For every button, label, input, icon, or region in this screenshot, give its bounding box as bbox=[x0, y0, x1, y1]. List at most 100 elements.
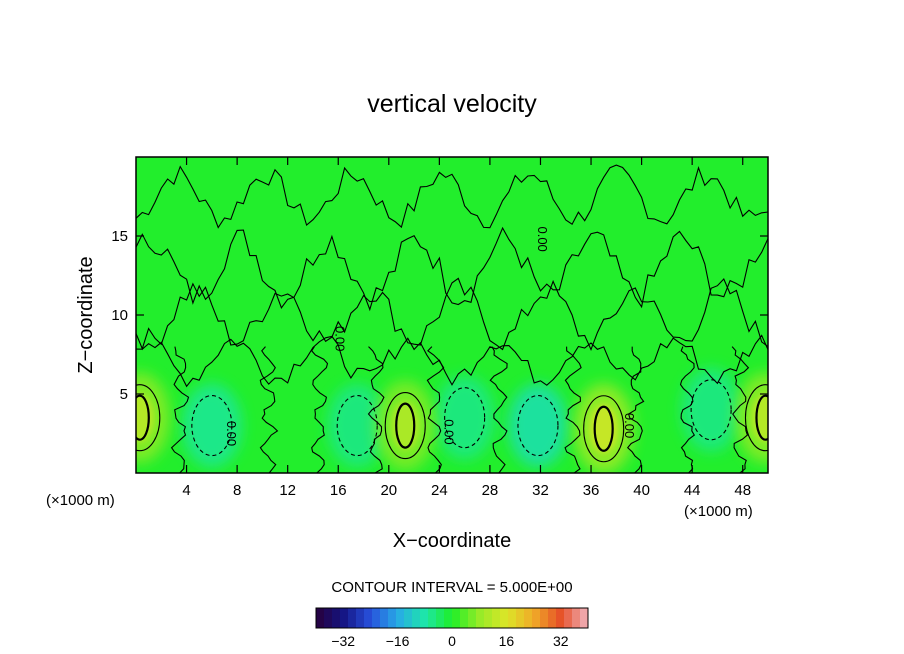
downdraft-region bbox=[181, 383, 242, 468]
x-tick-label: 48 bbox=[734, 482, 751, 499]
colorbar-cell bbox=[492, 608, 501, 628]
colorbar-cell bbox=[516, 608, 525, 628]
x-tick-label: 40 bbox=[633, 482, 650, 499]
colorbar-cell bbox=[348, 608, 357, 628]
colorbar-cell bbox=[316, 608, 325, 628]
contour-line bbox=[583, 395, 625, 463]
updraft-core bbox=[751, 393, 768, 442]
contour-line-negative bbox=[336, 395, 378, 457]
contour-labels: 0.00 0.00 0.00 0.00 0.00 bbox=[224, 227, 637, 447]
plot-area: 0.00 0.00 0.00 0.00 0.00 bbox=[135, 156, 769, 474]
x-tick-label: 32 bbox=[532, 482, 549, 499]
contour-line-zero bbox=[426, 346, 445, 473]
contour-lines bbox=[136, 164, 768, 473]
x-axis-label: X−coordinate bbox=[393, 530, 511, 552]
y-axis-ticks: 5 10 15 bbox=[111, 228, 768, 403]
x-tick-label: 24 bbox=[431, 482, 448, 499]
x-tick-label: 16 bbox=[330, 482, 347, 499]
colorbar-cell bbox=[468, 608, 477, 628]
colorbar-cell bbox=[500, 608, 509, 628]
x-tick-label: 8 bbox=[233, 482, 241, 499]
x-unit-label: (×1000 m) bbox=[684, 503, 753, 520]
colorbar-cell bbox=[580, 608, 589, 628]
contour-line-zero bbox=[136, 334, 768, 388]
x-tick-label: 36 bbox=[583, 482, 600, 499]
colorbar-tick-labels: −32 −16 0 16 32 bbox=[331, 633, 568, 649]
colorbar-tick-label: −16 bbox=[386, 633, 410, 649]
contour-line-zero bbox=[679, 346, 696, 473]
chart-title: vertical velocity bbox=[367, 90, 537, 118]
colorbar-cell bbox=[484, 608, 493, 628]
contour-label: 0.00 bbox=[622, 413, 637, 438]
contour-label: 0.00 bbox=[535, 227, 550, 252]
colorbar-cell bbox=[332, 608, 341, 628]
y-axis-label: Z−coordinate bbox=[75, 256, 97, 373]
contour-line bbox=[593, 405, 614, 452]
colorbar-cell bbox=[388, 608, 397, 628]
contour-line bbox=[395, 402, 416, 449]
x-tick-label: 44 bbox=[684, 482, 701, 499]
contour-label: 0.00 bbox=[224, 421, 239, 446]
contour-line bbox=[384, 392, 426, 460]
colorbar-cell bbox=[428, 608, 437, 628]
colorbar-tick-label: 16 bbox=[499, 633, 515, 649]
colorbar-cell bbox=[396, 608, 405, 628]
colorbar-cell bbox=[372, 608, 381, 628]
colorbar-cell bbox=[540, 608, 549, 628]
contour-line bbox=[744, 384, 768, 452]
x-axis-ticks: 4 8 12 16 20 24 28 32 36 40 44 48 bbox=[182, 157, 751, 499]
contour-line-negative bbox=[444, 387, 486, 449]
colorbar-cell bbox=[364, 608, 373, 628]
contour-line-zero bbox=[311, 346, 329, 473]
downdraft-region bbox=[507, 383, 568, 468]
colorbar-cell bbox=[436, 608, 445, 628]
contour-line-zero bbox=[564, 346, 582, 473]
contour-line bbox=[136, 384, 161, 452]
colorbar-cell bbox=[444, 608, 453, 628]
y-tick-label: 5 bbox=[120, 386, 128, 403]
contour-line-zero bbox=[259, 346, 279, 473]
contour-line bbox=[136, 394, 150, 441]
colorbar-cell bbox=[340, 608, 349, 628]
colorbar-cell bbox=[548, 608, 557, 628]
colorbar-tick-label: −32 bbox=[331, 633, 355, 649]
contour-label: 0.00 bbox=[441, 419, 456, 444]
colorbar-cell bbox=[476, 608, 485, 628]
updraft-core bbox=[136, 393, 154, 442]
contour-line-zero bbox=[626, 346, 645, 473]
colorbar-cell bbox=[460, 608, 469, 628]
contour-interval-text: CONTOUR INTERVAL = 5.000E+00 bbox=[331, 579, 572, 596]
x-tick-label: 28 bbox=[482, 482, 499, 499]
contour-line-zero bbox=[136, 164, 768, 229]
colorbar-cell bbox=[356, 608, 365, 628]
y-tick-label: 15 bbox=[111, 228, 128, 245]
colorbar-frame bbox=[315, 607, 589, 629]
colorbar-cell bbox=[524, 608, 533, 628]
y-tick-label: 10 bbox=[111, 307, 128, 324]
contour-line-zero bbox=[170, 346, 190, 473]
colorbar-cell bbox=[324, 608, 333, 628]
colorbar-cell bbox=[564, 608, 573, 628]
x-tick-label: 20 bbox=[380, 482, 397, 499]
x-tick-label: 12 bbox=[279, 482, 296, 499]
contour-label: 0.00 bbox=[333, 326, 348, 351]
contour-line-negative bbox=[191, 395, 233, 457]
colorbar-cell bbox=[556, 608, 565, 628]
downdraft-region bbox=[681, 367, 742, 452]
colorbar-cell bbox=[380, 608, 389, 628]
colorbar-tick-label: 0 bbox=[448, 633, 456, 649]
contour-line-zero bbox=[136, 277, 768, 352]
colorbar-cell bbox=[572, 608, 581, 628]
colorbar-cell bbox=[412, 608, 421, 628]
colorbar-cell bbox=[404, 608, 413, 628]
contour-line-zero bbox=[731, 346, 750, 473]
colorbar-cell bbox=[532, 608, 541, 628]
colorbar-cell bbox=[452, 608, 461, 628]
x-tick-label: 4 bbox=[182, 482, 190, 499]
contour-line-negative bbox=[690, 379, 732, 441]
contour-line-zero bbox=[367, 346, 385, 473]
colorbar-cell bbox=[508, 608, 517, 628]
downdraft-region bbox=[434, 375, 495, 460]
colorbar-tick-label: 32 bbox=[553, 633, 569, 649]
